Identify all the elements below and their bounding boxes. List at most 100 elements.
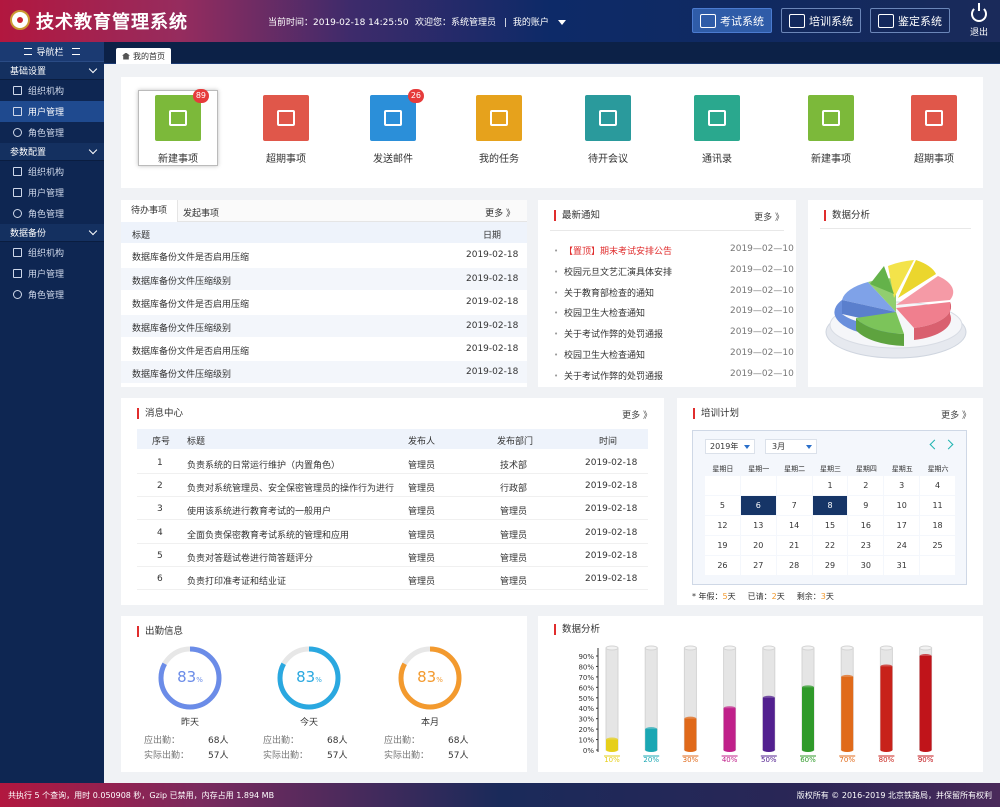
- calendar-day[interactable]: 29: [812, 556, 848, 575]
- quick-item[interactable]: 超期事项: [246, 95, 326, 165]
- table-row[interactable]: 数据库备份文件压缩级别 2019-02-18: [121, 268, 527, 290]
- calendar-day[interactable]: 24: [884, 536, 920, 555]
- calendar-day[interactable]: 18: [920, 516, 955, 535]
- list-item[interactable]: • 【置顶】期末考试安排公告 2019—02—10: [554, 241, 794, 261]
- sidebar-item[interactable]: 组织机构: [0, 161, 104, 182]
- sidebar-item[interactable]: 组织机构: [0, 80, 104, 101]
- table-row[interactable]: 数据库备份文件是否启用压缩 2019-02-18: [121, 338, 527, 360]
- calendar-day-number: 11: [932, 501, 943, 510]
- table-row[interactable]: 5 负责对答题试卷进行简答题评分 管理员 管理员 2019-02-18: [137, 545, 648, 567]
- quick-item[interactable]: 89 新建事项: [138, 89, 218, 166]
- calendar-day[interactable]: 14: [776, 516, 812, 535]
- table-row[interactable]: 数据库备份文件是否启用压缩 2019-02-18: [121, 244, 527, 266]
- table-row[interactable]: 6 负责打印准考证和结业证 管理员 管理员 2019-02-18: [137, 568, 648, 590]
- table-row[interactable]: 数据库备份文件是否启用压缩 2019-02-18: [121, 291, 527, 313]
- list-item[interactable]: • 校园元旦文艺汇演具体安排 2019—02—10: [554, 262, 794, 282]
- list-item[interactable]: • 校园卫生大检查通知 2019—02—10: [554, 345, 794, 365]
- calendar-day[interactable]: 8: [812, 496, 848, 515]
- calendar-day[interactable]: 15: [812, 516, 848, 535]
- year-select[interactable]: 2019年: [705, 439, 755, 454]
- calendar-day-number: 9: [863, 501, 869, 510]
- calendar-day[interactable]: 16: [848, 516, 884, 535]
- sidebar-item[interactable]: 用户管理: [0, 101, 104, 122]
- calendar-day[interactable]: 10: [884, 496, 920, 515]
- calendar-day[interactable]: 12: [705, 516, 740, 535]
- calendar-day[interactable]: 5: [705, 496, 740, 515]
- calendar-day[interactable]: 26: [705, 556, 740, 575]
- calendar-day-number: 8: [827, 501, 833, 510]
- prev-month-icon[interactable]: [929, 439, 940, 450]
- calendar-day[interactable]: 27: [740, 556, 776, 575]
- quick-item[interactable]: 超期事项: [894, 95, 974, 165]
- calendar-day[interactable]: 22: [812, 536, 848, 555]
- message-cell: 2019-02-18: [585, 458, 638, 468]
- quick-item[interactable]: 新建事项: [791, 95, 871, 165]
- training-more-link[interactable]: 更多 》: [941, 411, 971, 421]
- table-row[interactable]: 1 负责系统的日常运行维护（内置角色） 管理员 技术部 2019-02-18: [137, 452, 648, 474]
- sidebar-item[interactable]: 角色管理: [0, 284, 104, 305]
- tab-todo[interactable]: 待办事项: [121, 200, 179, 222]
- sidebar-item[interactable]: 角色管理: [0, 122, 104, 143]
- document-icon: [708, 110, 726, 126]
- attendance-title: 出勤信息: [137, 626, 183, 637]
- year-value: 2019年: [710, 442, 739, 451]
- calendar-day[interactable]: 6: [740, 496, 776, 515]
- calendar-day[interactable]: 31: [884, 556, 920, 575]
- message-cell: 管理员: [408, 553, 436, 564]
- calendar-day[interactable]: 25: [920, 536, 955, 555]
- sidebar-group-2[interactable]: 数据备份: [0, 224, 104, 242]
- calendar-day[interactable]: 23: [848, 536, 884, 555]
- logout-button[interactable]: 退出: [962, 3, 996, 38]
- table-row[interactable]: 4 全面负责保密教育考试系统的管理和应用 管理员 管理员 2019-02-18: [137, 522, 648, 544]
- calendar-day[interactable]: 7: [776, 496, 812, 515]
- sidebar-group-0[interactable]: 基础设置: [0, 62, 104, 80]
- next-month-icon[interactable]: [943, 439, 954, 450]
- table-row[interactable]: 数据库备份文件压缩级别 2019-02-18: [121, 361, 527, 383]
- exam-system-button[interactable]: 考试系统: [692, 8, 772, 33]
- sidebar-item[interactable]: 组织机构: [0, 242, 104, 263]
- calendar-day[interactable]: 28: [776, 556, 812, 575]
- quick-item[interactable]: 我的任务: [459, 95, 539, 165]
- calendar-day[interactable]: 1: [812, 476, 848, 495]
- calendar-day[interactable]: 20: [740, 536, 776, 555]
- quick-item[interactable]: 通讯录: [677, 95, 757, 165]
- notice-more-link[interactable]: 更多 》: [754, 213, 784, 223]
- list-item[interactable]: • 关于考试作弊的处罚通报 2019—02—10: [554, 324, 794, 344]
- calendar-day[interactable]: 17: [884, 516, 920, 535]
- calendar-day[interactable]: 30: [848, 556, 884, 575]
- calendar-day[interactable]: 4: [920, 476, 955, 495]
- list-item[interactable]: • 关于教育部检查的通知 2019—02—10: [554, 283, 794, 303]
- quick-item-label: 新建事项: [158, 154, 198, 165]
- calendar-day[interactable]: 21: [776, 536, 812, 555]
- todo-more-link[interactable]: 更多 》: [485, 209, 515, 219]
- calendar-day[interactable]: 19: [705, 536, 740, 555]
- exam-system-label: 考试系统: [720, 14, 764, 28]
- notice-title-text: 关于考试作弊的处罚通报: [564, 330, 664, 341]
- sidebar-header[interactable]: 导航栏: [0, 42, 104, 62]
- account-menu[interactable]: | 我的账户: [504, 15, 566, 28]
- month-select[interactable]: 3月: [765, 439, 817, 454]
- list-item[interactable]: • 关于考试作弊的处罚通报 2019—02—10: [554, 366, 794, 386]
- calendar-day[interactable]: 11: [920, 496, 955, 515]
- quick-item[interactable]: 待开会议: [568, 95, 648, 165]
- calendar-day-number: 29: [824, 561, 836, 570]
- sidebar-group-1[interactable]: 参数配置: [0, 143, 104, 161]
- table-row[interactable]: 数据库备份文件压缩级别 2019-02-18: [121, 315, 527, 337]
- calendar-day[interactable]: 3: [884, 476, 920, 495]
- sidebar-item[interactable]: 用户管理: [0, 182, 104, 203]
- tab-initiated[interactable]: 发起事项: [183, 209, 220, 219]
- training-system-button[interactable]: 培训系统: [781, 8, 861, 33]
- quick-item[interactable]: 26 发送邮件: [353, 89, 433, 165]
- sidebar-item[interactable]: 用户管理: [0, 263, 104, 284]
- bar-base: [880, 748, 893, 752]
- sidebar-item[interactable]: 角色管理: [0, 203, 104, 224]
- calendar-day[interactable]: 9: [848, 496, 884, 515]
- table-row[interactable]: 3 使用该系统进行教育考试的一般用户 管理员 管理员 2019-02-18: [137, 498, 648, 521]
- calendar-day[interactable]: 2: [848, 476, 884, 495]
- list-item[interactable]: • 校园卫生大检查通知 2019—02—10: [554, 303, 794, 323]
- table-row[interactable]: 2 负责对系统管理员、安全保密管理员的操作行为进行 管理员 行政部 2019-02-18: [137, 475, 648, 498]
- message-more-link[interactable]: 更多 》: [622, 411, 652, 421]
- appraisal-system-button[interactable]: 鉴定系统: [870, 8, 950, 33]
- tab-home[interactable]: 我的首页: [116, 48, 171, 64]
- calendar-day[interactable]: 13: [740, 516, 776, 535]
